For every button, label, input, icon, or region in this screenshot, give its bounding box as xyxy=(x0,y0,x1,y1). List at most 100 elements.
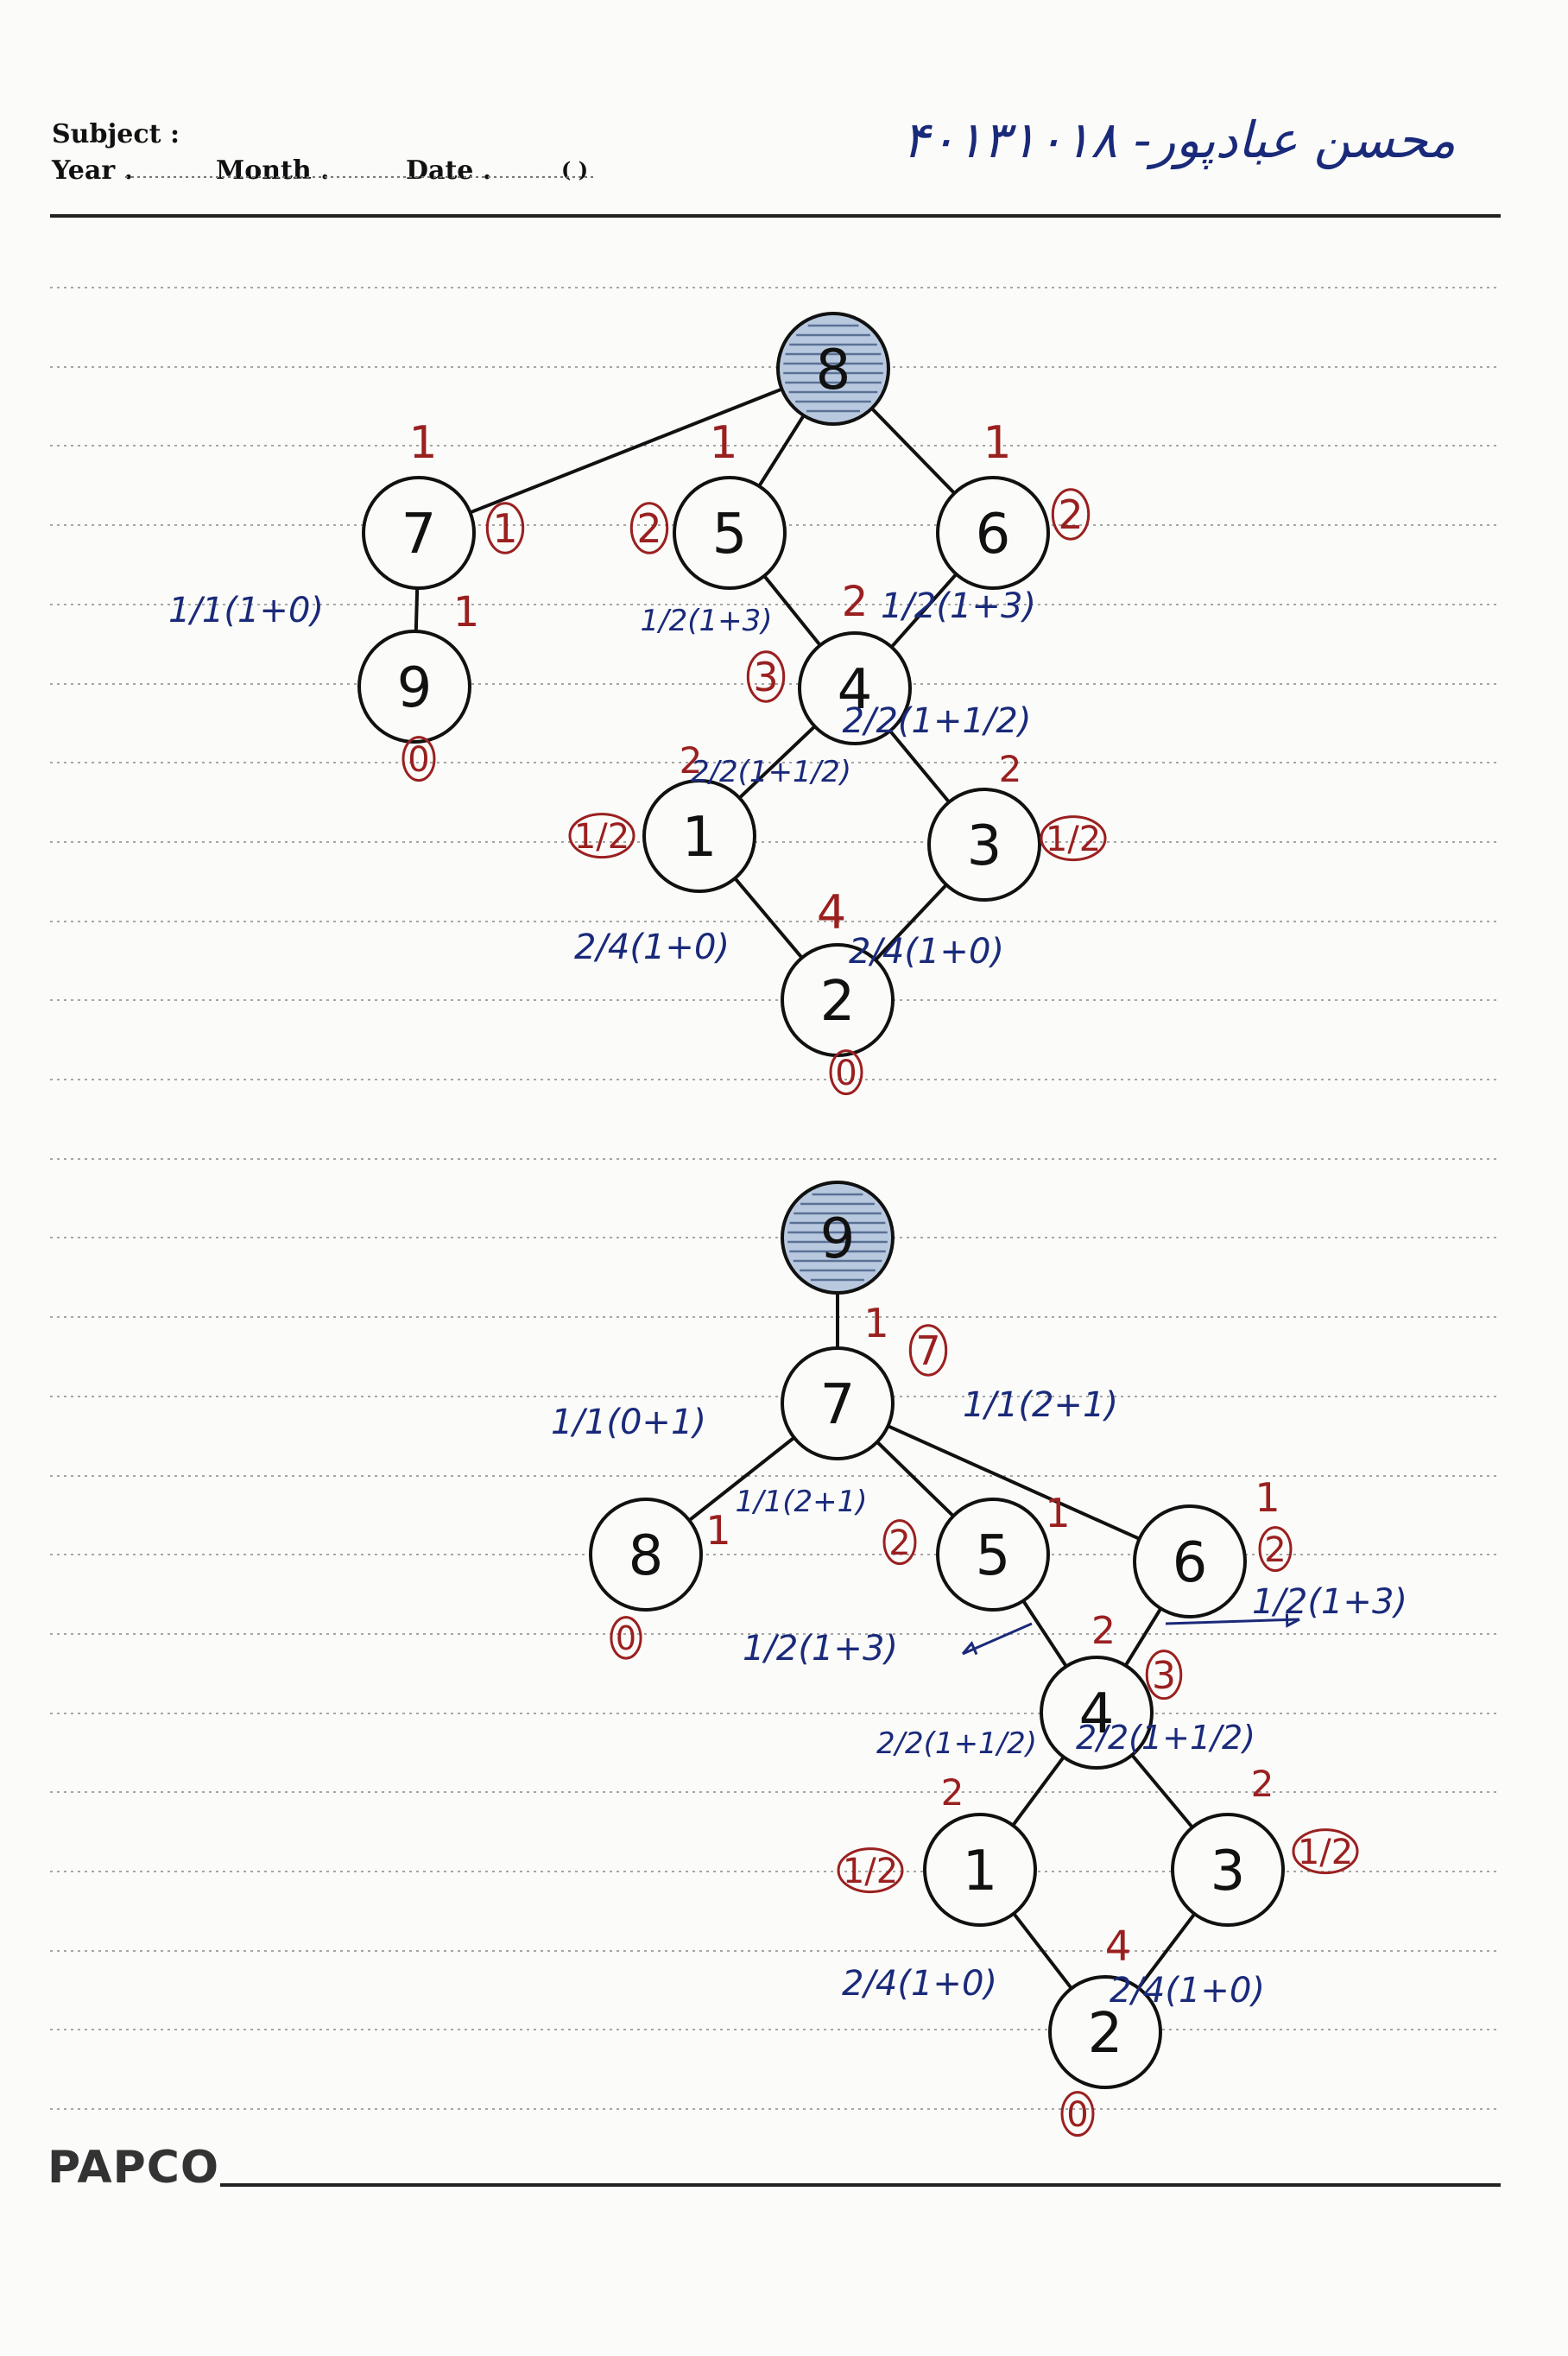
graph-edge xyxy=(1136,1912,1197,1990)
annotation-text: 2/4(1+0) xyxy=(574,928,730,967)
annotation-text: 1 xyxy=(408,417,437,469)
annotation-text: 1 xyxy=(863,1300,888,1346)
red-annotation: 1 xyxy=(1045,1490,1070,1536)
papco-logo: PAPCO xyxy=(47,2142,220,2194)
graph-node: 7 xyxy=(781,1346,895,1460)
red-annotation: 2 xyxy=(1051,488,1091,541)
annotation-text: 2/4(1+0) xyxy=(1110,1971,1265,2011)
red-annotation: 2 xyxy=(1251,1763,1274,1805)
red-annotation: 2 xyxy=(999,748,1022,790)
node-label: 9 xyxy=(820,1207,856,1271)
formula-annotation: 2/2(1+1/2) xyxy=(876,1726,1037,1761)
formula-annotation: 2/2(1+1/2) xyxy=(843,701,1032,741)
red-annotation: 1 xyxy=(453,588,480,636)
graph-node: 2 xyxy=(1048,1975,1162,2089)
annotation-text: 2 xyxy=(1091,1609,1116,1653)
red-annotation: 1 xyxy=(485,502,525,554)
annotation-text: 2 xyxy=(941,1771,964,1814)
annotation-text: 2 xyxy=(1251,1763,1274,1805)
graph-edge xyxy=(869,406,957,496)
annotation-text: 0 xyxy=(835,1054,857,1093)
red-annotation: 1/2 xyxy=(1040,815,1107,862)
annotation-text: 1/1(0+1) xyxy=(551,1403,706,1442)
graph-node: 9 xyxy=(781,1181,895,1295)
red-annotation: 2 xyxy=(842,578,869,626)
node-label: 4 xyxy=(838,658,873,722)
graph-node: 3 xyxy=(927,788,1041,902)
graph-edge xyxy=(1021,1599,1068,1669)
red-annotation: 2 xyxy=(1091,1609,1116,1653)
node-label: 7 xyxy=(820,1373,856,1437)
red-annotation: 0 xyxy=(829,1049,863,1096)
red-annotation: 0 xyxy=(610,1616,642,1660)
red-annotation: 1 xyxy=(983,417,1011,469)
graph-node: 8 xyxy=(776,312,890,426)
node-label: 4 xyxy=(1079,1682,1115,1746)
date-parens: ( ) xyxy=(561,157,589,182)
arrow-head xyxy=(1285,1613,1300,1628)
graph-node: 6 xyxy=(936,476,1050,590)
formula-annotation: 1/1(0+1) xyxy=(551,1403,706,1442)
formula-annotation: 2/4(1+0) xyxy=(842,1964,997,2004)
graph-node: 4 xyxy=(798,631,912,745)
graph-edge xyxy=(737,725,817,800)
subject-label: Subject : xyxy=(52,119,180,149)
formula-annotation: 2/4(1+0) xyxy=(849,932,1004,972)
graph-edge xyxy=(1011,1755,1065,1827)
red-annotation: 1 xyxy=(1255,1474,1280,1521)
red-annotation: 2 xyxy=(1258,1526,1293,1573)
red-annotation: 3 xyxy=(746,650,786,703)
annotation-text: 2/2(1+1/2) xyxy=(691,755,851,789)
red-annotation: 2 xyxy=(629,502,669,554)
annotation-text: 7 xyxy=(915,1327,940,1374)
red-annotation: 1 xyxy=(709,417,737,469)
graph-node: 1 xyxy=(923,1813,1037,1927)
annotation-text: 1 xyxy=(705,1507,730,1554)
annotation-text: 1/1(1+0) xyxy=(168,591,324,630)
annotation-text: 2/4(1+0) xyxy=(842,1964,997,2004)
annotation-text: 2 xyxy=(680,739,703,782)
formula-annotation: 2/2(1+1/2) xyxy=(1076,1719,1255,1757)
graph-edge xyxy=(873,883,949,962)
annotation-text: 1/2 xyxy=(1046,820,1101,859)
month-label: Month . xyxy=(216,155,330,186)
annotation-text: 2 xyxy=(842,578,869,626)
annotation-text: 1 xyxy=(1255,1474,1280,1521)
annotation-arrow xyxy=(1165,1618,1300,1625)
annotation-text: 1 xyxy=(709,417,737,469)
node-label: 5 xyxy=(976,1524,1011,1588)
node-label: 3 xyxy=(1211,1840,1246,1903)
red-annotation: 1 xyxy=(863,1300,888,1346)
graph-node: 3 xyxy=(1171,1813,1285,1927)
graph-node: 8 xyxy=(589,1498,703,1612)
annotation-text: 3 xyxy=(753,654,778,700)
red-annotation: 2 xyxy=(680,739,703,782)
annotation-text: 2/2(1+1/2) xyxy=(876,1726,1037,1761)
graph-node: 1 xyxy=(642,779,756,893)
graph-edge xyxy=(414,586,420,634)
annotation-text: 1/2 xyxy=(574,817,629,857)
annotation-text: 2 xyxy=(999,748,1022,790)
node-label: 7 xyxy=(401,503,437,567)
graph-edge xyxy=(875,1440,956,1518)
node-label: 8 xyxy=(816,339,851,402)
node-label: 6 xyxy=(976,503,1011,567)
annotation-text: 1 xyxy=(983,417,1011,469)
annotation-text: 1/2(1+3) xyxy=(641,604,773,638)
graph-edge xyxy=(468,387,784,515)
formula-annotation: 2/4(1+0) xyxy=(1110,1971,1265,2011)
graph-edge xyxy=(757,414,806,488)
annotation-text: 2 xyxy=(1058,491,1083,538)
red-annotation: 0 xyxy=(1060,2091,1095,2138)
annotation-text: 1/2 xyxy=(843,1852,898,1891)
node-label: 8 xyxy=(629,1524,664,1588)
annotation-text: 3 xyxy=(1152,1654,1176,1698)
arrow-head xyxy=(961,1641,978,1656)
annotation-text: 1/1(2+1) xyxy=(736,1485,868,1519)
annotation-text: 1 xyxy=(453,588,480,636)
annotation-text: 1/2 xyxy=(1298,1833,1353,1872)
formula-annotation: 1/2(1+3) xyxy=(881,586,1036,626)
graph-node: 5 xyxy=(673,476,787,590)
author-date-handwriting: محسن عبادپور- ۴۰۱۳۱۰۱۸ xyxy=(901,111,1456,169)
